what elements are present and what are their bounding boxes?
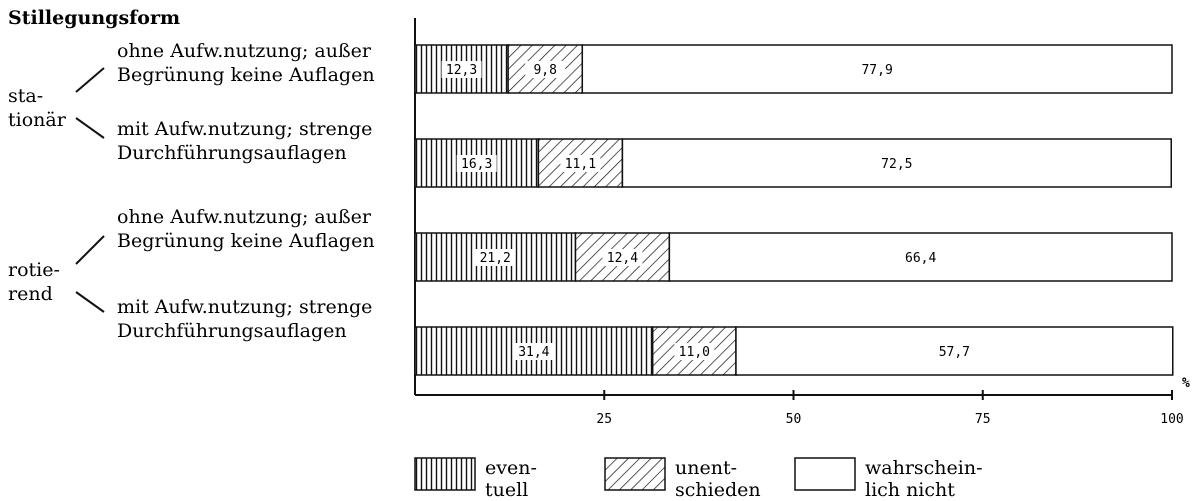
category-label: ohne Aufw.nutzung; außer [117, 40, 372, 62]
x-tick-label: 75 [975, 412, 991, 427]
data-label: 9,8 [533, 63, 556, 78]
category-label: ohne Aufw.nutzung; außer [117, 206, 372, 228]
data-label: 57,7 [939, 345, 970, 360]
category-label: mit Aufw.nutzung; strenge [117, 296, 372, 318]
bar-segment [621, 138, 1172, 188]
bar-segment [581, 44, 1173, 94]
data-label-background [456, 155, 497, 172]
bar-segment [668, 232, 1173, 282]
bar-segment [651, 326, 737, 376]
category-label: Durchführungsauflagen [117, 320, 347, 342]
legend-swatch [604, 457, 666, 491]
data-label: 12,3 [446, 63, 477, 78]
bar-segment [414, 44, 509, 94]
bar-segment [735, 326, 1174, 376]
category-label: Begrünung keine Auflagen [117, 230, 375, 252]
data-label: 11,0 [679, 345, 710, 360]
data-label-background [475, 249, 516, 266]
legend-swatch [414, 457, 476, 491]
x-tick-label: 50 [786, 412, 802, 427]
group-connector [75, 235, 105, 265]
group-label: rotie- [8, 259, 60, 281]
data-label: 31,4 [518, 345, 549, 360]
data-label-background [513, 343, 554, 360]
data-label: 16,3 [461, 157, 492, 172]
x-unit-label: % [1182, 376, 1190, 391]
legend-label: lich nicht [865, 479, 955, 501]
x-tick-label: 25 [596, 412, 612, 427]
legend-label: wahrschein- [865, 457, 983, 479]
data-label-background [441, 61, 482, 78]
legend-swatch [794, 457, 856, 491]
chart-title: Stillegungsform [8, 7, 180, 29]
group-connector [75, 67, 105, 93]
data-label: 77,9 [861, 63, 892, 78]
group-label: sta- [8, 85, 43, 107]
category-label: Begrünung keine Auflagen [117, 64, 375, 86]
data-label: 12,4 [607, 251, 638, 266]
data-label: 66,4 [905, 251, 936, 266]
data-label: 21,2 [480, 251, 511, 266]
data-label: 11,1 [565, 157, 596, 172]
group-connector [75, 117, 105, 139]
legend-label: tuell [485, 479, 528, 501]
data-label-background [602, 249, 643, 266]
group-connector [75, 291, 105, 313]
legend-label: schieden [675, 479, 761, 501]
group-label: tionär [8, 109, 67, 131]
group-label: rend [8, 283, 53, 305]
legend-label: even- [485, 457, 537, 479]
data-label-background [674, 343, 715, 360]
category-label: Durchführungsauflagen [117, 142, 347, 164]
x-tick-label: 100 [1160, 412, 1183, 427]
category-label: mit Aufw.nutzung; strenge [117, 118, 372, 140]
data-label-background [560, 155, 601, 172]
data-label-background [525, 61, 566, 78]
data-label: 72,5 [881, 157, 912, 172]
legend-label: unent- [675, 457, 737, 479]
